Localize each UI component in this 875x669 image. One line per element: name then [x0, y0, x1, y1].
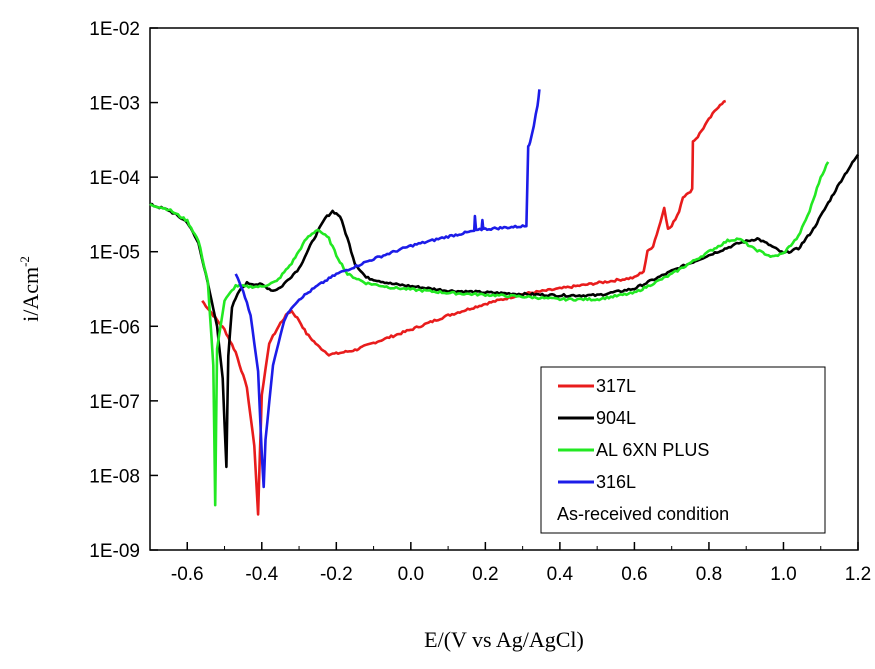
x-tick-label: 0.8: [696, 564, 722, 585]
y-axis-label: i/Acm-2: [17, 256, 43, 322]
series-layer: [149, 89, 860, 516]
plot-area-frame: [149, 27, 859, 551]
legend-label-904L: 904L: [596, 408, 636, 428]
x-tick-label: -0.4: [245, 564, 278, 585]
x-axis-label: E/(V vs Ag/AgCl): [424, 627, 584, 652]
y-axis-label-exponent: -2: [17, 256, 32, 267]
x-tick-label: 1.0: [770, 564, 796, 585]
x-tick-label: -0.2: [320, 564, 353, 585]
y-tick-label: 1E-09: [89, 541, 140, 562]
y-tick-label: 1E-05: [89, 243, 140, 264]
y-tick-label: 1E-07: [89, 392, 140, 413]
y-axis-label-base: i/Acm: [18, 267, 43, 322]
y-tick-label: 1E-08: [89, 466, 140, 487]
y-tick-label: 1E-04: [89, 168, 140, 189]
y-tick-label: 1E-06: [89, 317, 140, 338]
axis-ticks: -0.6 -0.4 -0.2 0.0 0.2 0.4 0.6 0.8 1.0 1.2 1E-09 1E…: [89, 19, 871, 585]
legend-label-316L: 316L: [596, 472, 636, 492]
x-tick-label: 0.4: [547, 564, 574, 585]
legend: 317L 904L AL 6XN PLUS 316L As-received c…: [540, 366, 826, 534]
x-tick-label: 0.0: [398, 564, 424, 585]
x-tick-label: 1.2: [845, 564, 871, 585]
legend-annotation: As-received condition: [557, 504, 729, 524]
x-tick-label: 0.2: [472, 564, 498, 585]
x-tick-label: -0.6: [171, 564, 204, 585]
y-tick-label: 1E-02: [89, 19, 140, 40]
y-tick-label: 1E-03: [89, 94, 140, 115]
legend-label-al6xn: AL 6XN PLUS: [596, 440, 709, 460]
series-line-al-6xn-plus: [149, 161, 830, 507]
series-line-316l: [234, 89, 541, 489]
x-tick-label: 0.6: [621, 564, 647, 585]
legend-label-317L: 317L: [596, 376, 636, 396]
y-axis-label-group: i/Acm-2: [17, 256, 43, 322]
